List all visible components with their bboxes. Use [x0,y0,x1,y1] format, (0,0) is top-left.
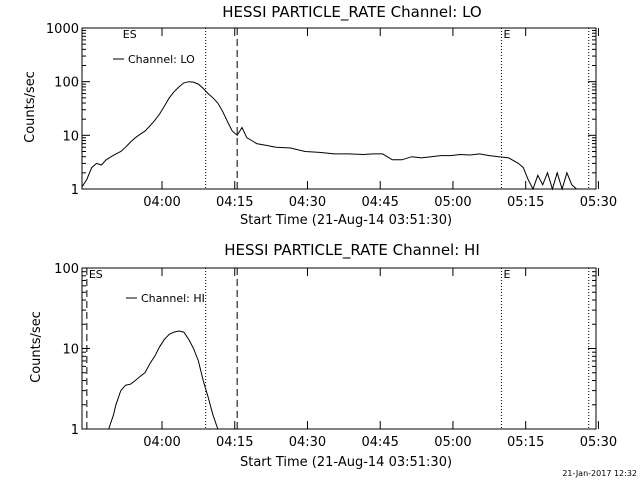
x-tick-label: 04:00 [143,195,180,210]
y-axis-label: Counts/sec [29,311,44,383]
x-tick-label: 04:15 [216,435,253,450]
x-tick-label: 05:15 [507,435,544,450]
x-tick-label: 04:00 [143,435,180,450]
y-axis-label: Counts/sec [23,71,38,143]
x-tick-label: 05:00 [434,435,471,450]
series-line [108,330,219,430]
y-tick-label: 10 [62,129,79,144]
footer-timestamp: 21-Jan-2017 12:32 [562,469,637,478]
y-tick-label: 1 [71,423,79,438]
legend-label: Channel: LO [128,53,195,66]
plot-frame [81,27,597,190]
y-tick-label: 1 [71,183,79,198]
x-tick-label: 04:30 [289,435,326,450]
chart-title: HESSI PARTICLE_RATE Channel: LO [222,3,481,22]
y-tick-label: 100 [54,262,79,277]
y-tick-label: 100 [54,76,79,91]
x-tick-label: 04:45 [361,435,398,450]
x-tick-label: 04:30 [289,195,326,210]
x-tick-label: 05:00 [434,195,471,210]
event-marker-label: E [503,28,510,41]
x-tick-label: 05:30 [580,195,617,210]
x-tick-label: 05:15 [507,195,544,210]
y-tick-label: 10 [62,343,79,358]
x-tick-label: 04:15 [216,195,253,210]
chart-title: HESSI PARTICLE_RATE Channel: HI [224,241,480,260]
y-tick-label: 1000 [46,22,79,37]
x-tick-label: 05:30 [580,435,617,450]
event-marker-label: E [503,268,510,281]
x-axis-label: Start Time (21-Aug-14 03:51:30) [240,455,452,470]
panel-lo: HESSI PARTICLE_RATE Channel: LO Counts/s… [23,3,617,228]
x-tick-label: 04:45 [361,195,398,210]
series-line [81,81,577,191]
legend-label: Channel: HI [141,292,205,305]
x-axis-label: Start Time (21-Aug-14 03:51:30) [240,213,452,228]
event-marker-label: ES [89,268,103,281]
panel-hi: HESSI PARTICLE_RATE Channel: HI Counts/s… [29,241,617,470]
event-marker-label: ES [123,28,137,41]
